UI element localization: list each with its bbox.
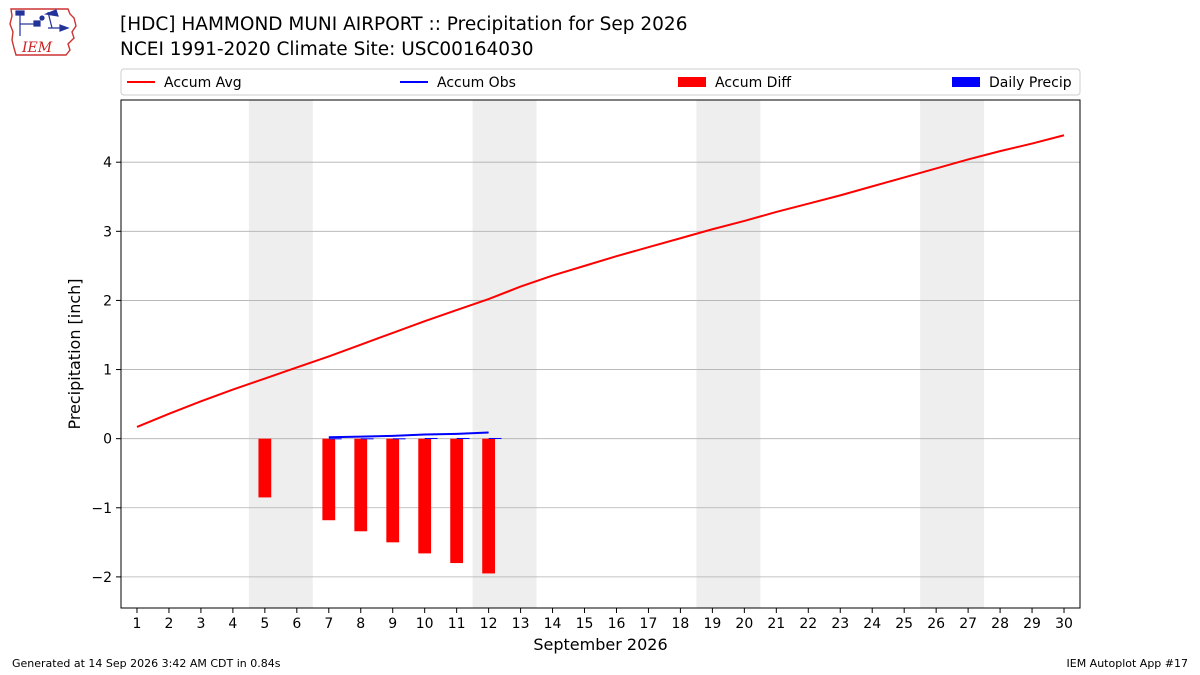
accum-avg-line xyxy=(136,134,1065,428)
weekend-shade xyxy=(920,100,985,608)
daily-precip-bar xyxy=(488,437,502,439)
legend-swatch xyxy=(952,77,980,87)
x-tick-label: 6 xyxy=(292,616,301,632)
daily-precip-bar xyxy=(360,438,374,440)
x-tick-label: 4 xyxy=(228,616,237,632)
accum-diff-bar xyxy=(418,438,432,554)
x-tick-label: 8 xyxy=(356,616,365,632)
iowa-map-icon: IEM xyxy=(9,8,77,56)
x-tick-label: 12 xyxy=(480,616,498,632)
daily-precip-bar xyxy=(456,437,470,439)
x-tick-label: 13 xyxy=(512,616,530,632)
x-tick-label: 15 xyxy=(576,616,594,632)
y-tick-label: 1 xyxy=(103,363,112,379)
y-tick-label: −1 xyxy=(91,501,112,517)
plot-frame xyxy=(120,99,1081,609)
legend-swatch xyxy=(678,77,706,87)
x-tick-label: 16 xyxy=(608,616,626,632)
x-tick-label: 25 xyxy=(895,616,913,632)
weekend-shade xyxy=(696,100,761,608)
legend-label: Accum Diff xyxy=(715,75,791,91)
y-tick-label: 2 xyxy=(103,293,112,309)
x-tick-label: 22 xyxy=(799,616,817,632)
x-tick-label: 17 xyxy=(640,616,658,632)
footer-app: IEM Autoplot App #17 xyxy=(1066,657,1189,670)
y-axis-label: Precipitation [inch] xyxy=(65,278,84,429)
accum-diff-bar xyxy=(386,438,400,543)
accum-diff-bar xyxy=(450,438,464,564)
daily-precip-bar xyxy=(328,438,342,440)
x-tick-label: 19 xyxy=(703,616,721,632)
chart-title: [HDC] HAMMOND MUNI AIRPORT :: Precipitat… xyxy=(120,12,687,62)
logo-text: IEM xyxy=(21,40,53,56)
x-tick-label: 30 xyxy=(1055,616,1073,632)
accum-obs-line xyxy=(328,431,489,439)
legend-label: Accum Obs xyxy=(437,75,516,91)
y-tick-label: 3 xyxy=(103,224,112,240)
x-tick-label: 29 xyxy=(1023,616,1041,632)
legend-label: Accum Avg xyxy=(164,75,242,91)
footer-generated: Generated at 14 Sep 2026 3:42 AM CDT in … xyxy=(12,657,281,670)
y-tick-label: −2 xyxy=(91,570,112,586)
x-tick-label: 10 xyxy=(416,616,434,632)
x-tick-label: 20 xyxy=(735,616,753,632)
x-axis-label: September 2026 xyxy=(533,635,667,654)
x-tick-label: 21 xyxy=(767,616,785,632)
x-tick-label: 26 xyxy=(927,616,945,632)
x-tick-label: 7 xyxy=(324,616,333,632)
x-tick-label: 28 xyxy=(991,616,1009,632)
accum-diff-bar xyxy=(482,438,496,574)
legend-label: Daily Precip xyxy=(989,75,1072,91)
x-tick-label: 2 xyxy=(164,616,173,632)
legend-box xyxy=(120,68,1081,96)
accum-diff-bar xyxy=(354,438,368,532)
y-tick-label: 4 xyxy=(103,155,112,171)
weekend-shade xyxy=(248,100,313,608)
x-tick-label: 9 xyxy=(388,616,397,632)
x-tick-label: 18 xyxy=(672,616,690,632)
x-tick-label: 27 xyxy=(959,616,977,632)
accum-diff-bar xyxy=(258,438,272,498)
x-tick-label: 1 xyxy=(133,616,142,632)
x-tick-label: 3 xyxy=(196,616,205,632)
y-tick-label: 0 xyxy=(103,432,112,448)
title-line-2: NCEI 1991-2020 Climate Site: USC00164030 xyxy=(120,39,534,60)
x-tick-label: 14 xyxy=(544,616,562,632)
accum-diff-bar xyxy=(322,438,336,521)
title-line-1: [HDC] HAMMOND MUNI AIRPORT :: Precipitat… xyxy=(120,14,688,35)
daily-precip-bar xyxy=(392,438,406,440)
x-tick-label: 23 xyxy=(831,616,849,632)
x-tick-label: 11 xyxy=(448,616,466,632)
iem-logo: IEM xyxy=(8,6,80,58)
daily-precip-bar xyxy=(424,437,438,439)
x-tick-label: 5 xyxy=(260,616,269,632)
x-tick-label: 24 xyxy=(863,616,881,632)
